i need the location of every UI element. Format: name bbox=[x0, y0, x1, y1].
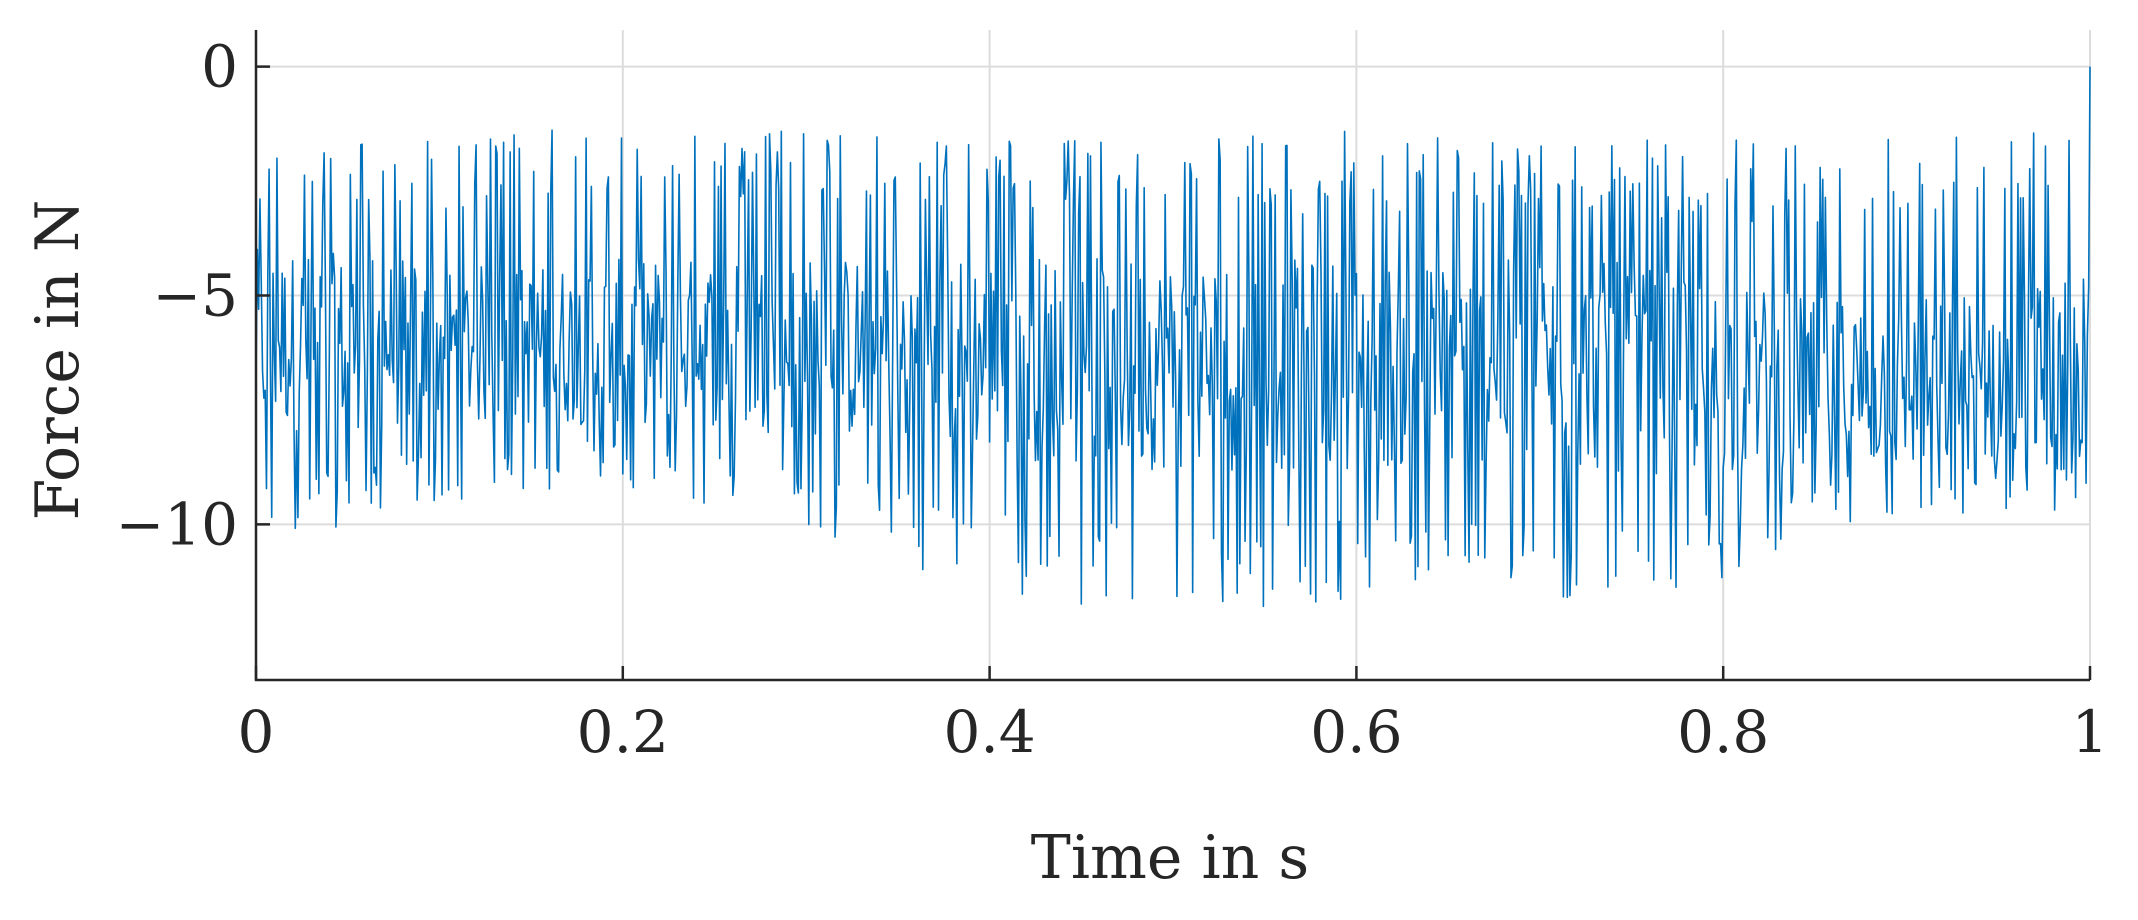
x-axis-ticks: 0 0.2 0.4 0.6 0.8 1 bbox=[238, 666, 2109, 766]
y-tick-label: −5 bbox=[153, 261, 239, 329]
force-signal-line bbox=[255, 66, 2091, 608]
x-tick-label: 0.4 bbox=[943, 698, 1035, 766]
x-axis-label: Time in s bbox=[1031, 823, 1309, 893]
y-axis-ticks: 0 −5 −10 bbox=[116, 33, 270, 558]
y-axis-label: Force in N bbox=[23, 200, 93, 521]
x-tick-label: 0.8 bbox=[1677, 698, 1769, 766]
x-tick-label: 0.2 bbox=[577, 698, 669, 766]
x-tick-label: 1 bbox=[2072, 698, 2109, 766]
y-tick-label: 0 bbox=[201, 33, 238, 101]
x-tick-label: 0.6 bbox=[1310, 698, 1402, 766]
y-tick-label: −10 bbox=[116, 490, 238, 558]
series-force bbox=[255, 66, 2091, 608]
x-tick-label: 0 bbox=[238, 698, 275, 766]
